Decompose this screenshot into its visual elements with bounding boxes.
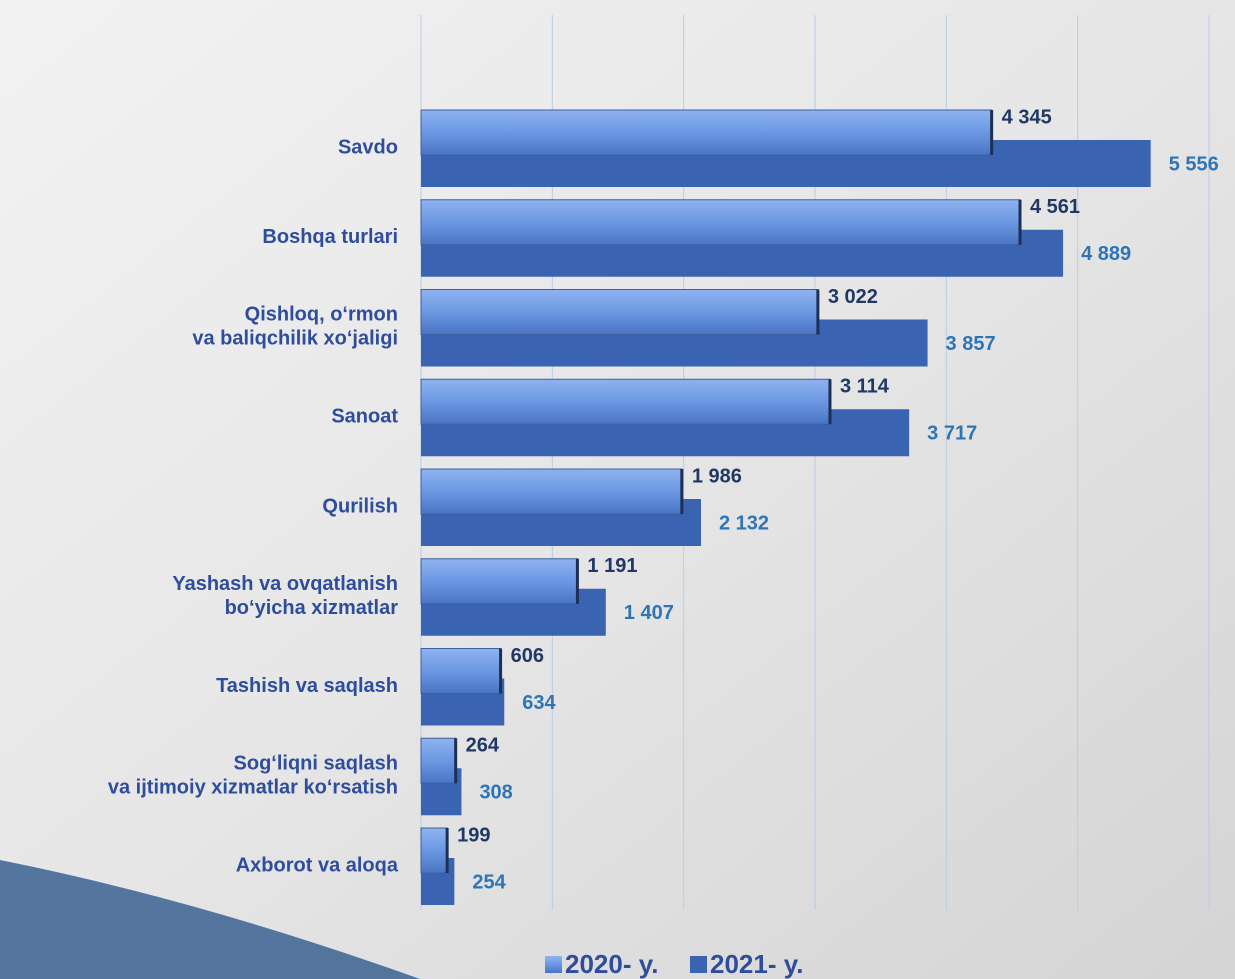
value-label: 5 556 [1169,153,1219,175]
bar [421,379,830,424]
value-label: 254 [472,871,506,893]
bar [421,559,577,604]
category-label: Qurilish [322,495,398,517]
value-label: 264 [466,735,500,757]
value-label: 3 022 [828,286,878,308]
legend-label: 2020- y. [565,949,658,979]
chart: Savdo 4 345 5 556 Boshqa turlari 4 561 4 889 Q… [0,0,1235,979]
value-label: 3 114 [840,376,890,398]
category-label: Savdo [338,136,398,158]
value-label: 2 132 [719,512,769,534]
category-label: Axborot va aloqa [236,854,399,876]
value-label: 1 986 [692,465,742,487]
category-label: Boshqa turlari [262,226,398,248]
bar [421,828,447,873]
value-label: 308 [479,782,512,804]
value-label: 3 717 [927,423,977,445]
value-label: 1 191 [587,555,637,577]
bar [421,200,1020,245]
value-label: 1 407 [624,602,674,624]
value-label: 4 561 [1030,196,1080,218]
value-label: 199 [457,824,490,846]
category-label: Sanoat [331,406,398,428]
bar [421,469,682,514]
value-label: 4 889 [1081,243,1131,265]
legend-swatch [690,956,707,973]
bar [421,649,501,694]
legend-swatch [545,956,562,973]
bar [421,290,818,335]
category-label: Tashish va saqlash [216,675,398,697]
bar [421,110,992,155]
bar [421,738,456,783]
value-label: 4 345 [1002,106,1052,128]
value-label: 606 [511,645,544,667]
value-label: 3 857 [946,333,996,355]
value-label: 634 [522,692,556,714]
legend-label: 2021- y. [710,949,803,979]
